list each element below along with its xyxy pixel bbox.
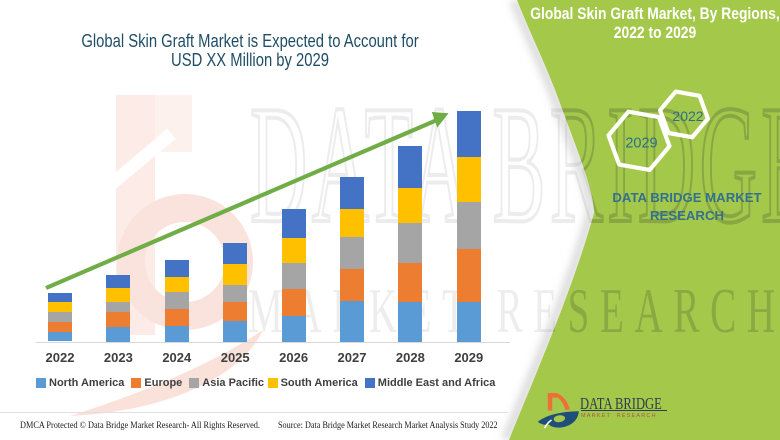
svg-text:2022: 2022 — [672, 108, 703, 124]
svg-text:MARKET RESEARCH: MARKET RESEARCH — [248, 277, 775, 347]
svg-text:2029: 2029 — [625, 136, 657, 152]
